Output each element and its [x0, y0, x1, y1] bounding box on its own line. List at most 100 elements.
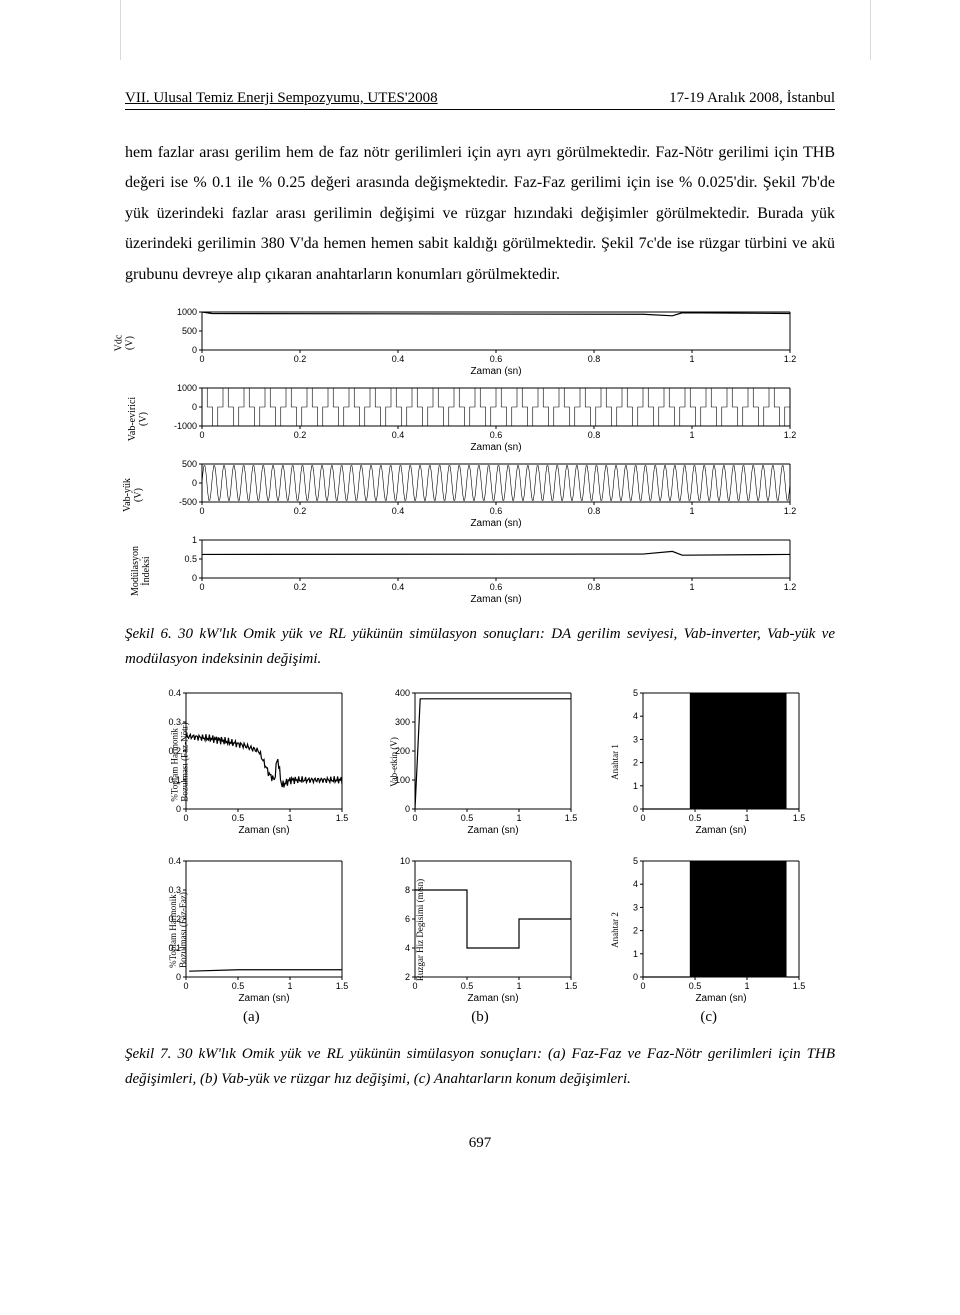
svg-text:1: 1 [516, 813, 521, 823]
svg-text:1: 1 [745, 813, 750, 823]
fig7-panel-r1-c2: Anahtar 201234500.511.5Zaman (sn) [607, 855, 810, 1005]
svg-text:0.4: 0.4 [392, 354, 405, 364]
svg-text:0.4: 0.4 [392, 582, 405, 592]
svg-text:8: 8 [405, 885, 410, 895]
svg-text:1: 1 [689, 354, 694, 364]
fig7-ylabel-r0-c2: Anahtar 1 [610, 744, 620, 780]
svg-text:1: 1 [633, 781, 638, 791]
svg-text:0.2: 0.2 [294, 354, 307, 364]
svg-text:1.5: 1.5 [336, 981, 349, 991]
svg-text:1.2: 1.2 [784, 582, 797, 592]
svg-text:1.5: 1.5 [564, 981, 577, 991]
svg-text:0.2: 0.2 [294, 506, 307, 516]
svg-text:0: 0 [199, 430, 204, 440]
svg-text:3: 3 [633, 734, 638, 744]
svg-text:0.5: 0.5 [460, 813, 473, 823]
fig7-panel-r0-c1: Vab-etkin (V)010020030040000.511.5Zaman … [379, 687, 582, 837]
svg-text:0.5: 0.5 [184, 554, 197, 564]
svg-text:0: 0 [192, 345, 197, 355]
svg-text:0.5: 0.5 [232, 813, 245, 823]
scan-guide-left [120, 0, 121, 60]
svg-text:0: 0 [412, 813, 417, 823]
col-letter-a: (a) [150, 1009, 353, 1026]
svg-text:Zaman (sn): Zaman (sn) [470, 442, 521, 453]
svg-text:300: 300 [395, 717, 410, 727]
svg-text:0: 0 [192, 402, 197, 412]
figure-7: %Toplam HarmonikBozulması (Faz-Nötr)00.1… [125, 687, 835, 1026]
fig7-ylabel-r0-c1: Vab-etkin (V) [389, 737, 399, 787]
svg-text:Zaman (sn): Zaman (sn) [470, 518, 521, 529]
fig7-panel-r1-c1: Ruzgar Hiz Degisimi (m/sn)24681000.511.5… [379, 855, 582, 1005]
svg-text:5: 5 [633, 688, 638, 698]
svg-text:4: 4 [633, 879, 638, 889]
svg-text:0: 0 [633, 972, 638, 982]
header-right: 17-19 Aralık 2008, İstanbul [669, 90, 835, 107]
svg-text:1: 1 [287, 813, 292, 823]
svg-text:0.8: 0.8 [588, 582, 601, 592]
svg-text:0: 0 [641, 813, 646, 823]
svg-text:500: 500 [182, 326, 197, 336]
svg-text:1: 1 [287, 981, 292, 991]
svg-text:0.4: 0.4 [392, 430, 405, 440]
col-letter-b: (b) [379, 1009, 582, 1026]
figure-7-column-letters: (a) (b) (c) [150, 1009, 810, 1026]
svg-text:0.4: 0.4 [168, 856, 181, 866]
svg-text:1000: 1000 [177, 308, 197, 317]
svg-text:2: 2 [633, 758, 638, 768]
fig6-ylabel-0: Vdc(V) [113, 335, 135, 352]
fig7-panel-r0-c2: Anahtar 101234500.511.5Zaman (sn) [607, 687, 810, 837]
fig7-ylabel-r1-c1: Ruzgar Hiz Degisimi (m/sn) [415, 879, 425, 981]
svg-text:4: 4 [405, 943, 410, 953]
svg-text:Zaman (sn): Zaman (sn) [470, 366, 521, 377]
svg-text:Zaman (sn): Zaman (sn) [470, 594, 521, 605]
svg-text:1: 1 [516, 981, 521, 991]
svg-text:0: 0 [183, 981, 188, 991]
svg-text:1.5: 1.5 [564, 813, 577, 823]
svg-text:Zaman (sn): Zaman (sn) [238, 825, 289, 836]
svg-text:0.8: 0.8 [588, 430, 601, 440]
fig7-ylabel-r1-c0: %Toplam HarmonikBozulması (Faz-Faz) [168, 892, 188, 968]
svg-text:1: 1 [689, 430, 694, 440]
svg-text:0: 0 [199, 506, 204, 516]
svg-text:0.5: 0.5 [689, 813, 702, 823]
svg-text:0.8: 0.8 [588, 506, 601, 516]
col-letter-c: (c) [607, 1009, 810, 1026]
svg-text:-500: -500 [179, 497, 197, 507]
svg-text:Zaman (sn): Zaman (sn) [696, 993, 747, 1004]
svg-text:2: 2 [633, 926, 638, 936]
svg-text:0.6: 0.6 [490, 506, 503, 516]
fig6-ylabel-2: Vab-yük(V) [122, 478, 144, 512]
svg-text:Zaman (sn): Zaman (sn) [467, 993, 518, 1004]
svg-text:1.5: 1.5 [793, 981, 806, 991]
svg-text:0: 0 [192, 573, 197, 583]
figure-6: Vdc(V)0500100000.20.40.60.811.2Zaman (sn… [125, 308, 835, 606]
svg-text:10: 10 [400, 856, 410, 866]
svg-text:0: 0 [405, 804, 410, 814]
fig6-ylabel-3: Modülasyonİndeksi [130, 546, 152, 596]
figure-6-caption: Şekil 6. 30 kW'lık Omik yük ve RL yükünü… [125, 622, 835, 673]
svg-text:0.8: 0.8 [588, 354, 601, 364]
svg-text:0.5: 0.5 [232, 981, 245, 991]
svg-text:0.6: 0.6 [490, 354, 503, 364]
svg-text:0: 0 [633, 804, 638, 814]
svg-text:0: 0 [176, 972, 181, 982]
svg-text:1: 1 [689, 582, 694, 592]
body-paragraph: hem fazlar arası gerilim hem de faz nötr… [125, 138, 835, 290]
svg-text:1: 1 [633, 949, 638, 959]
svg-text:0: 0 [183, 813, 188, 823]
svg-text:1.2: 1.2 [784, 354, 797, 364]
svg-text:0.5: 0.5 [689, 981, 702, 991]
fig6-panel-0: Vdc(V)0500100000.20.40.60.811.2Zaman (sn… [160, 308, 800, 378]
scan-guide-right [870, 0, 871, 60]
svg-text:1.2: 1.2 [784, 430, 797, 440]
fig6-panel-1: Vab-evirici(V)-10000100000.20.40.60.811.… [160, 384, 800, 454]
svg-text:1.5: 1.5 [793, 813, 806, 823]
svg-text:2: 2 [405, 972, 410, 982]
svg-text:0.5: 0.5 [460, 981, 473, 991]
svg-text:0: 0 [412, 981, 417, 991]
svg-text:0.6: 0.6 [490, 430, 503, 440]
svg-text:0: 0 [176, 804, 181, 814]
svg-text:0.4: 0.4 [168, 688, 181, 698]
svg-text:1: 1 [192, 536, 197, 545]
header-left: VII. Ulusal Temiz Enerji Sempozyumu, UTE… [125, 90, 438, 107]
